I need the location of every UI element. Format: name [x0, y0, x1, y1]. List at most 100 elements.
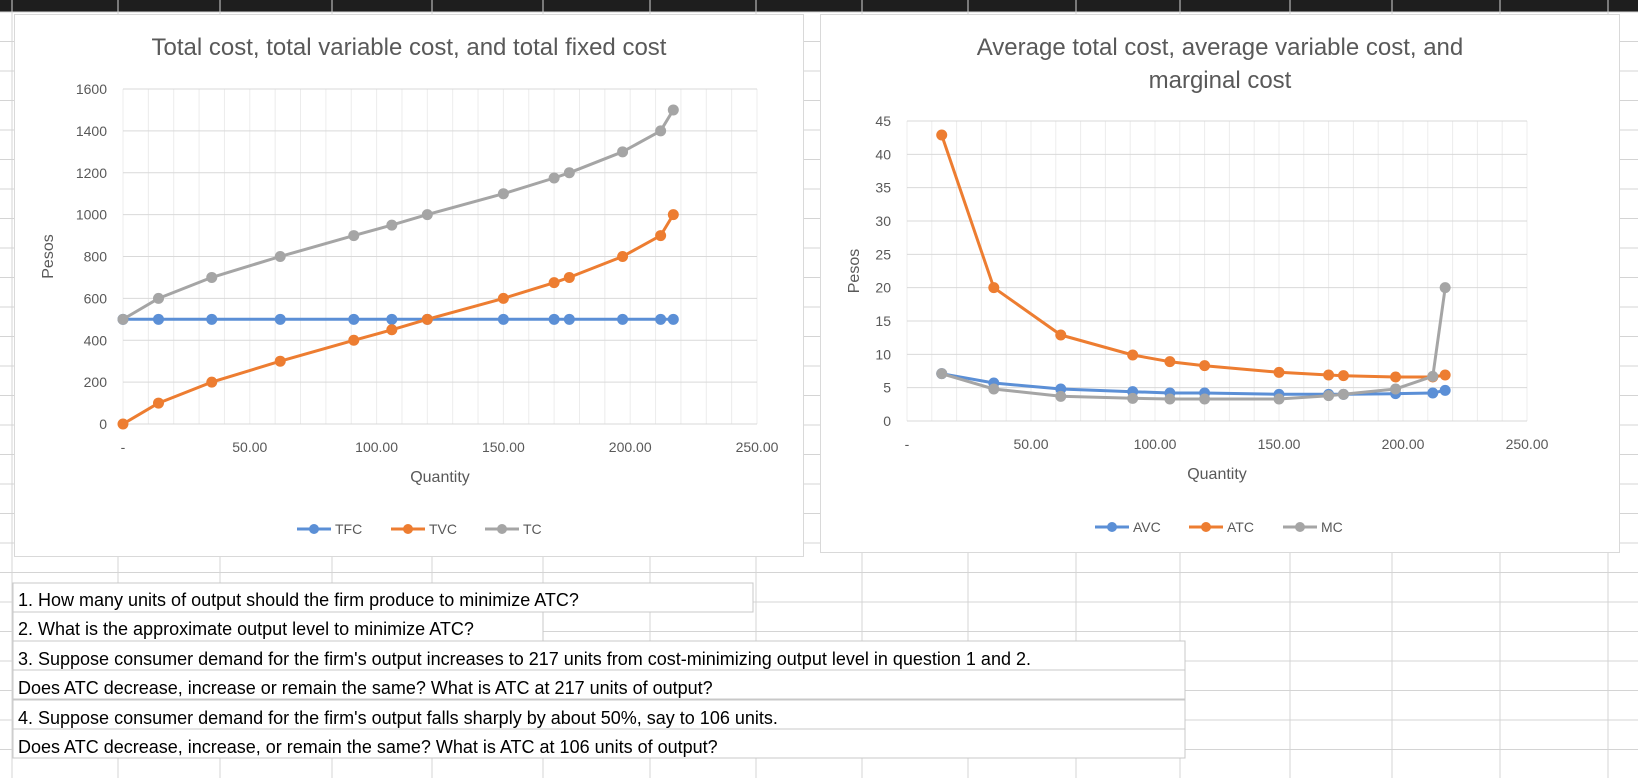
y-tick-label: 20 — [875, 280, 891, 296]
data-point-atc — [1323, 369, 1335, 381]
legend-label-tc: TC — [523, 521, 542, 537]
data-point-tvc — [421, 313, 433, 325]
data-point-tc — [117, 313, 129, 325]
data-point-mc — [936, 368, 948, 380]
data-point-tfc — [497, 313, 509, 325]
y-tick-label: 0 — [883, 413, 891, 429]
data-point-tfc — [206, 313, 218, 325]
chart-title: Total cost, total variable cost, and tot… — [151, 34, 667, 61]
legend-marker-mc — [1295, 522, 1305, 532]
data-point-tvc — [274, 355, 286, 367]
chart-total-costs-plot: 0 200 400 600 800 1000 1200 1400 1600 - 50.00 100.0… — [40, 81, 779, 537]
series-line-mc — [941, 287, 1447, 401]
x-tick-label: 200.00 — [1382, 436, 1425, 452]
data-point-tfc — [548, 313, 560, 325]
data-point-tc — [386, 219, 398, 231]
y-tick-label: 1600 — [76, 81, 107, 97]
chart-average-costs[interactable]: 0 5 10 15 20 25 30 35 40 45 - 50.00 100.00 150.00 200.… — [820, 14, 1620, 553]
data-point-tfc — [655, 313, 667, 325]
data-point-atc — [1337, 370, 1349, 382]
data-point-mc — [1427, 370, 1439, 382]
data-point-tfc — [563, 313, 575, 325]
chart-title: Average total cost, average variable cos… — [976, 34, 1464, 94]
legend-marker-tfc — [309, 524, 319, 534]
data-point-atc — [988, 282, 1000, 294]
data-point-tvc — [117, 418, 129, 430]
y-tick-label: 1000 — [76, 207, 107, 223]
y-axis-title: Pesos — [846, 249, 863, 293]
y-tick-label: 200 — [84, 374, 108, 390]
y-tick-label: 35 — [875, 180, 891, 196]
data-point-atc — [1390, 371, 1402, 383]
question-4-followup[interactable]: Does ATC decrease, increase, or remain t… — [18, 737, 718, 757]
sheet-header-bar — [0, 0, 1638, 12]
x-tick-label: - — [121, 439, 126, 455]
y-tick-label: 10 — [875, 346, 891, 362]
data-point-tvc — [548, 277, 560, 289]
data-point-mc — [1127, 392, 1139, 404]
x-tick-label: 150.00 — [1258, 436, 1301, 452]
question-4[interactable]: 4. Suppose consumer demand for the firm'… — [18, 708, 778, 728]
y-tick-label: 600 — [84, 290, 108, 306]
legend-label-tvc: TVC — [429, 521, 457, 537]
question-3[interactable]: 3. Suppose consumer demand for the firm'… — [18, 649, 1031, 669]
y-tick-label: 800 — [84, 249, 108, 265]
data-point-mc — [1199, 393, 1211, 405]
data-point-tfc — [153, 313, 165, 325]
question-cell — [12, 699, 1186, 730]
y-tick-label: 25 — [875, 246, 891, 262]
data-point-mc — [1323, 390, 1335, 402]
data-point-tc — [548, 172, 560, 184]
y-axis-title: Pesos — [40, 234, 57, 278]
legend-marker-avc — [1107, 522, 1117, 532]
legend-marker-atc — [1201, 522, 1211, 532]
data-point-tvc — [386, 324, 398, 336]
data-point-mc — [1439, 282, 1451, 294]
chart-average-costs-plot: 0 5 10 15 20 25 30 35 40 45 - 50.00 100.00 150.00 200.… — [846, 113, 1549, 535]
y-tick-label: 5 — [883, 380, 891, 396]
data-point-tfc — [667, 313, 679, 325]
data-point-tc — [655, 125, 667, 137]
data-point-tfc — [348, 313, 360, 325]
data-point-tc — [206, 271, 218, 283]
x-tick-label: 250.00 — [736, 439, 779, 455]
data-point-mc — [1164, 393, 1176, 405]
x-tick-label: 100.00 — [1134, 436, 1177, 452]
data-point-tvc — [497, 292, 509, 304]
y-tick-label: 1400 — [76, 123, 107, 139]
question-cell — [12, 669, 1186, 700]
question-3-followup[interactable]: Does ATC decrease, increase or remain th… — [18, 678, 713, 698]
data-point-atc — [1055, 329, 1067, 341]
data-point-atc — [1199, 360, 1211, 372]
data-point-mc — [1390, 383, 1402, 395]
data-point-tvc — [348, 334, 360, 346]
chart-total-costs[interactable]: 0 200 400 600 800 1000 1200 1400 1600 - 50.00 100.0… — [14, 14, 804, 557]
question-cell — [12, 640, 1186, 671]
data-point-atc — [1439, 369, 1451, 381]
x-tick-label: 150.00 — [482, 439, 525, 455]
data-point-tvc — [655, 230, 667, 242]
question-2[interactable]: 2. What is the approximate output level … — [18, 619, 474, 639]
legend-label-mc: MC — [1321, 519, 1343, 535]
data-point-avc — [1427, 387, 1439, 399]
question-cell — [12, 728, 1186, 759]
series-line-avc — [941, 372, 1446, 396]
data-point-atc — [1164, 356, 1176, 368]
x-tick-label: 200.00 — [609, 439, 652, 455]
y-tick-label: 400 — [84, 332, 108, 348]
legend-label-atc: ATC — [1227, 519, 1254, 535]
x-tick-label: 100.00 — [355, 439, 398, 455]
data-point-tc — [348, 230, 360, 242]
data-point-atc — [1127, 349, 1139, 361]
legend-marker-tvc — [403, 524, 413, 534]
legend-label-tfc: TFC — [335, 521, 362, 537]
data-point-atc — [936, 129, 948, 141]
y-tick-label: 30 — [875, 213, 891, 229]
x-tick-label: - — [905, 436, 910, 452]
question-cell — [12, 582, 754, 613]
data-point-tvc — [667, 209, 679, 221]
data-point-tc — [617, 146, 629, 158]
data-point-tc — [421, 209, 433, 221]
question-1[interactable]: 1. How many units of output should the f… — [18, 590, 579, 610]
y-tick-label: 40 — [875, 146, 891, 162]
